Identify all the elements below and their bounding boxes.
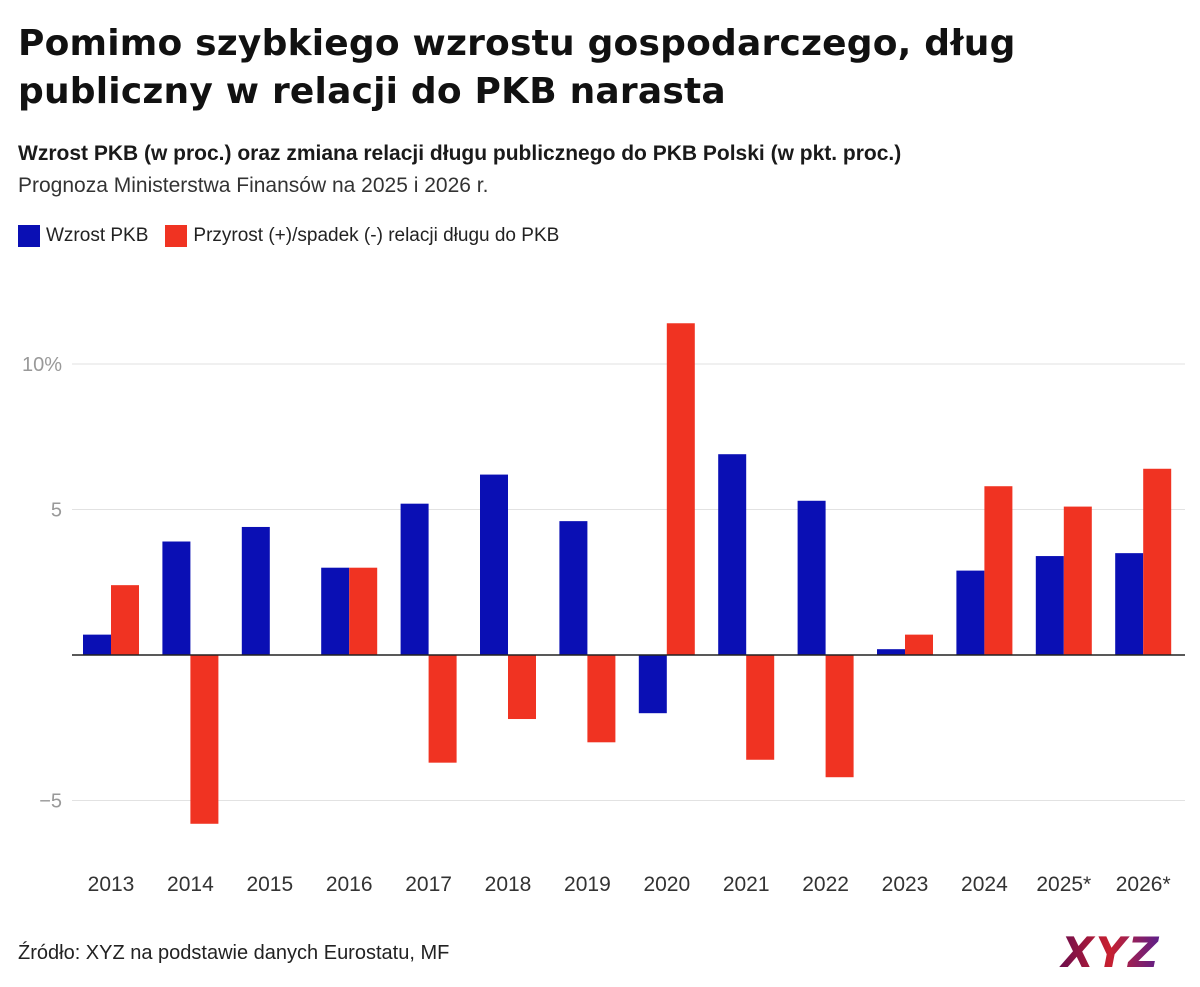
x-tick-label: 2026* — [1116, 873, 1171, 896]
svg-text:XYZ: XYZ — [1058, 930, 1160, 974]
x-tick-label: 2013 — [88, 873, 135, 896]
bar-gdp-2014 — [162, 541, 191, 655]
legend: Wzrost PKB Przyrost (+)/spadek (-) relac… — [18, 225, 576, 247]
chart-forecast-note: Prognoza Ministerstwa Finansów na 2025 i… — [18, 174, 489, 197]
bar-debt-2013 — [111, 585, 139, 655]
x-tick-label: 2016 — [326, 873, 373, 896]
bar-debt-2026 — [1143, 468, 1172, 655]
x-tick-label: 2014 — [167, 873, 214, 896]
bar-debt-2017 — [428, 655, 457, 763]
bar-gdp-2023 — [877, 649, 905, 655]
x-tick-label: 2023 — [882, 873, 929, 896]
bar-debt-2018 — [508, 655, 536, 720]
bar-gdp-2020 — [638, 655, 667, 714]
x-tick-label: 2025* — [1036, 873, 1091, 896]
bar-gdp-2024 — [956, 570, 985, 655]
x-tick-label: 2020 — [643, 873, 690, 896]
bar-debt-2021 — [746, 655, 775, 760]
bar-debt-2024 — [984, 486, 1013, 655]
bar-gdp-2013 — [83, 634, 111, 655]
bar-gdp-2021 — [718, 454, 747, 655]
y-tick-label: 10% — [22, 354, 62, 376]
legend-swatch-gdp — [18, 225, 40, 247]
legend-swatch-debt — [165, 225, 188, 247]
x-tick-label: 2018 — [485, 873, 532, 896]
x-tick-label: 2019 — [564, 873, 611, 896]
y-tick-label: 5 — [51, 500, 62, 522]
x-tick-label: 2024 — [961, 873, 1008, 896]
legend-label-debt: Przyrost (+)/spadek (-) relacji długu do… — [193, 225, 560, 246]
bar-gdp-2017 — [400, 503, 429, 655]
bar-gdp-2018 — [480, 474, 508, 655]
y-tick-label: −5 — [39, 791, 62, 813]
x-tick-label: 2015 — [246, 873, 293, 896]
x-tick-label: 2017 — [405, 873, 452, 896]
legend-item-gdp: Wzrost PKB — [18, 225, 148, 247]
legend-item-debt: Przyrost (+)/spadek (-) relacji długu do… — [165, 225, 559, 247]
bar-debt-2025 — [1063, 506, 1092, 655]
bar-gdp-2019 — [559, 521, 588, 655]
bar-gdp-2025 — [1035, 556, 1064, 655]
legend-label-gdp: Wzrost PKB — [46, 225, 149, 246]
x-tick-label: 2021 — [723, 873, 770, 896]
bar-debt-2014 — [190, 655, 219, 824]
chart-title: Pomimo szybkiego wzrostu gospodarczego, … — [18, 23, 1016, 112]
bar-gdp-2022 — [797, 500, 826, 655]
bar-debt-2022 — [825, 655, 854, 778]
bar-debt-2019 — [587, 655, 616, 743]
chart-subtitle: Wzrost PKB (w proc.) oraz zmiana relacji… — [18, 142, 902, 165]
source-note: Źródło: XYZ na podstawie danych Eurostat… — [18, 942, 450, 964]
x-tick-label: 2022 — [802, 873, 849, 896]
bar-debt-2016 — [349, 567, 378, 655]
bar-gdp-2015 — [241, 526, 270, 655]
bar-gdp-2026 — [1115, 553, 1144, 655]
bar-debt-2023 — [905, 634, 933, 655]
xyz-logo: XYZ — [1058, 930, 1160, 974]
bar-gdp-2016 — [321, 567, 350, 655]
bar-debt-2020 — [666, 323, 695, 655]
